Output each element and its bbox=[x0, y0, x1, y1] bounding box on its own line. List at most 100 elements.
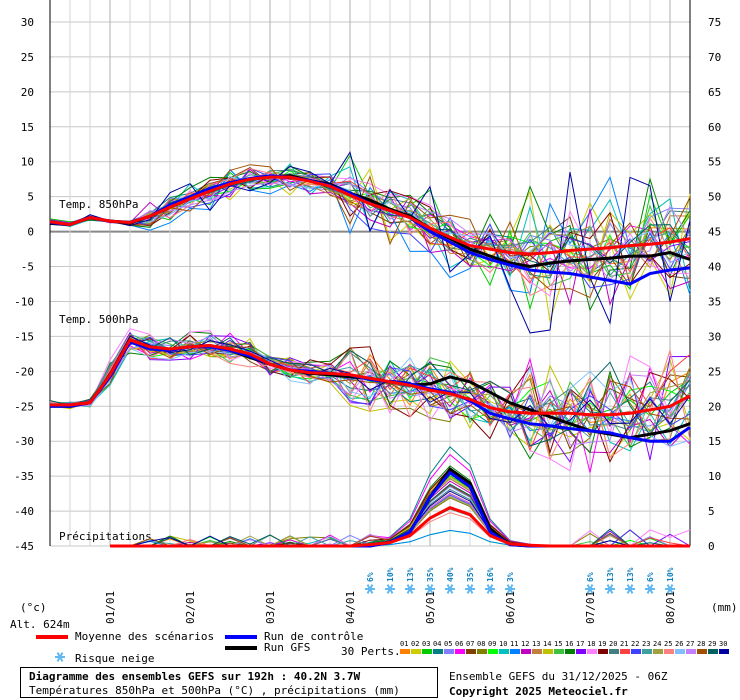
pert-number: 04 bbox=[433, 640, 441, 648]
precip-panel-label: Précipitations bbox=[59, 530, 152, 543]
left-tick-label: 25 bbox=[21, 51, 34, 64]
pert-swatch bbox=[697, 649, 707, 654]
right-unit-label: (mm) bbox=[711, 601, 738, 614]
pert-swatch bbox=[543, 649, 553, 654]
snow-legend-label: Risque neige bbox=[75, 652, 154, 665]
pert-number: 10 bbox=[499, 640, 507, 648]
snowflake-icon bbox=[405, 584, 415, 594]
pert-number: 17 bbox=[576, 640, 584, 648]
snowflake-icon bbox=[645, 584, 655, 594]
left-tick-label: -10 bbox=[14, 295, 34, 308]
pert-swatch bbox=[719, 649, 729, 654]
snowflake-core bbox=[368, 587, 372, 591]
right-tick-label: 55 bbox=[708, 156, 721, 169]
right-tick-label: 45 bbox=[708, 226, 721, 239]
right-tick-label: 75 bbox=[708, 16, 721, 29]
left-tick-label: 5 bbox=[27, 191, 34, 204]
grid bbox=[49, 0, 691, 547]
pert-number: 06 bbox=[455, 640, 463, 648]
day-label: 03/01 bbox=[264, 591, 277, 624]
pert-number: 07 bbox=[466, 640, 474, 648]
pert-swatch bbox=[433, 649, 443, 654]
snowflake-icon bbox=[625, 584, 635, 594]
pert-swatch bbox=[708, 649, 718, 654]
snowflake-icon bbox=[425, 584, 435, 594]
left-tick-label: 10 bbox=[21, 156, 34, 169]
pert-swatch bbox=[521, 649, 531, 654]
run-info: Ensemble GEFS du 31/12/2025 - 06Z bbox=[449, 670, 668, 683]
chart-title: Diagramme des ensembles GEFS sur 192h : … bbox=[29, 670, 361, 683]
pert-swatch bbox=[532, 649, 542, 654]
right-tick-label: 5 bbox=[708, 505, 715, 518]
snowflake-icon bbox=[365, 584, 375, 594]
right-tick-label: 25 bbox=[708, 365, 721, 378]
snowflake-core bbox=[588, 587, 592, 591]
snowflake-core bbox=[388, 587, 392, 591]
axes: 302520151050-5-10-15-20-25-30-35-40-4575… bbox=[10, 0, 738, 631]
day-label: 07/01 bbox=[584, 591, 597, 624]
pert-swatch bbox=[664, 649, 674, 654]
snowflake-core bbox=[668, 587, 672, 591]
right-tick-label: 10 bbox=[708, 470, 721, 483]
pert-swatch bbox=[576, 649, 586, 654]
pert-number: 18 bbox=[587, 640, 595, 648]
pert-number: 01 bbox=[400, 640, 408, 648]
pert-number: 02 bbox=[411, 640, 419, 648]
left-tick-label: 20 bbox=[21, 86, 34, 99]
pert-number: 14 bbox=[543, 640, 551, 648]
pert-number: 26 bbox=[675, 640, 683, 648]
snow-risk-label: 35% bbox=[426, 567, 435, 582]
snowflake-core bbox=[488, 587, 492, 591]
pert-swatch bbox=[422, 649, 432, 654]
main-series bbox=[49, 174, 691, 548]
pert-swatch bbox=[675, 649, 685, 654]
left-tick-label: -20 bbox=[14, 365, 34, 378]
day-label: 05/01 bbox=[424, 591, 437, 624]
snowflake-core bbox=[508, 587, 512, 591]
pert-swatch bbox=[620, 649, 630, 654]
snowflake-icon bbox=[445, 584, 455, 594]
series-0-precip-line bbox=[110, 505, 690, 548]
snowflake-icon bbox=[55, 652, 65, 662]
pert-swatch bbox=[554, 649, 564, 654]
day-label: 06/01 bbox=[504, 591, 517, 624]
pert-number: 30 bbox=[719, 640, 727, 648]
chart-title-box: Diagramme des ensembles GEFS sur 192h : … bbox=[20, 667, 438, 698]
pert-swatch bbox=[477, 649, 487, 654]
day-label: 08/01 bbox=[664, 591, 677, 624]
right-tick-label: 40 bbox=[708, 261, 721, 274]
pert-swatch bbox=[466, 649, 476, 654]
right-tick-label: 60 bbox=[708, 121, 721, 134]
chart-subtitle: Températures 850hPa et 500hPa (°C) , pré… bbox=[29, 684, 400, 697]
pert-number: 08 bbox=[477, 640, 485, 648]
pert-number: 16 bbox=[565, 640, 573, 648]
snow-risk-label: 13% bbox=[606, 567, 615, 582]
snowflake-icon bbox=[605, 584, 615, 594]
pert-swatch bbox=[598, 649, 608, 654]
pert-number: 09 bbox=[488, 640, 496, 648]
snowflake-core bbox=[408, 587, 412, 591]
pert-swatch bbox=[455, 649, 465, 654]
snow-risk-row: 6% 10% 13% 35% 40% 35% 16% 3% 6% 13% 13% 6% 10% bbox=[365, 567, 675, 594]
pert-swatch bbox=[411, 649, 421, 654]
snow-risk-label: 6% bbox=[646, 572, 655, 582]
pert-number: 11 bbox=[510, 640, 518, 648]
pert-number: 19 bbox=[598, 640, 606, 648]
left-tick-label: 30 bbox=[21, 16, 34, 29]
altitude-label: Alt. 624m bbox=[10, 618, 70, 631]
pert-swatch bbox=[642, 649, 652, 654]
pert-number: 21 bbox=[620, 640, 628, 648]
pert-swatch bbox=[444, 649, 454, 654]
pert-number: 25 bbox=[664, 640, 672, 648]
pert-swatch bbox=[609, 649, 619, 654]
right-tick-label: 30 bbox=[708, 330, 721, 343]
pert-25-t500-line bbox=[49, 333, 691, 461]
pert-swatch bbox=[587, 649, 597, 654]
pert-27-t500-line bbox=[49, 336, 691, 446]
right-tick-label: 70 bbox=[708, 51, 721, 64]
pert-30-t850-line bbox=[49, 151, 691, 334]
left-tick-label: -25 bbox=[14, 400, 34, 413]
snow-risk-label: 40% bbox=[446, 567, 455, 582]
pert-number: 22 bbox=[631, 640, 639, 648]
